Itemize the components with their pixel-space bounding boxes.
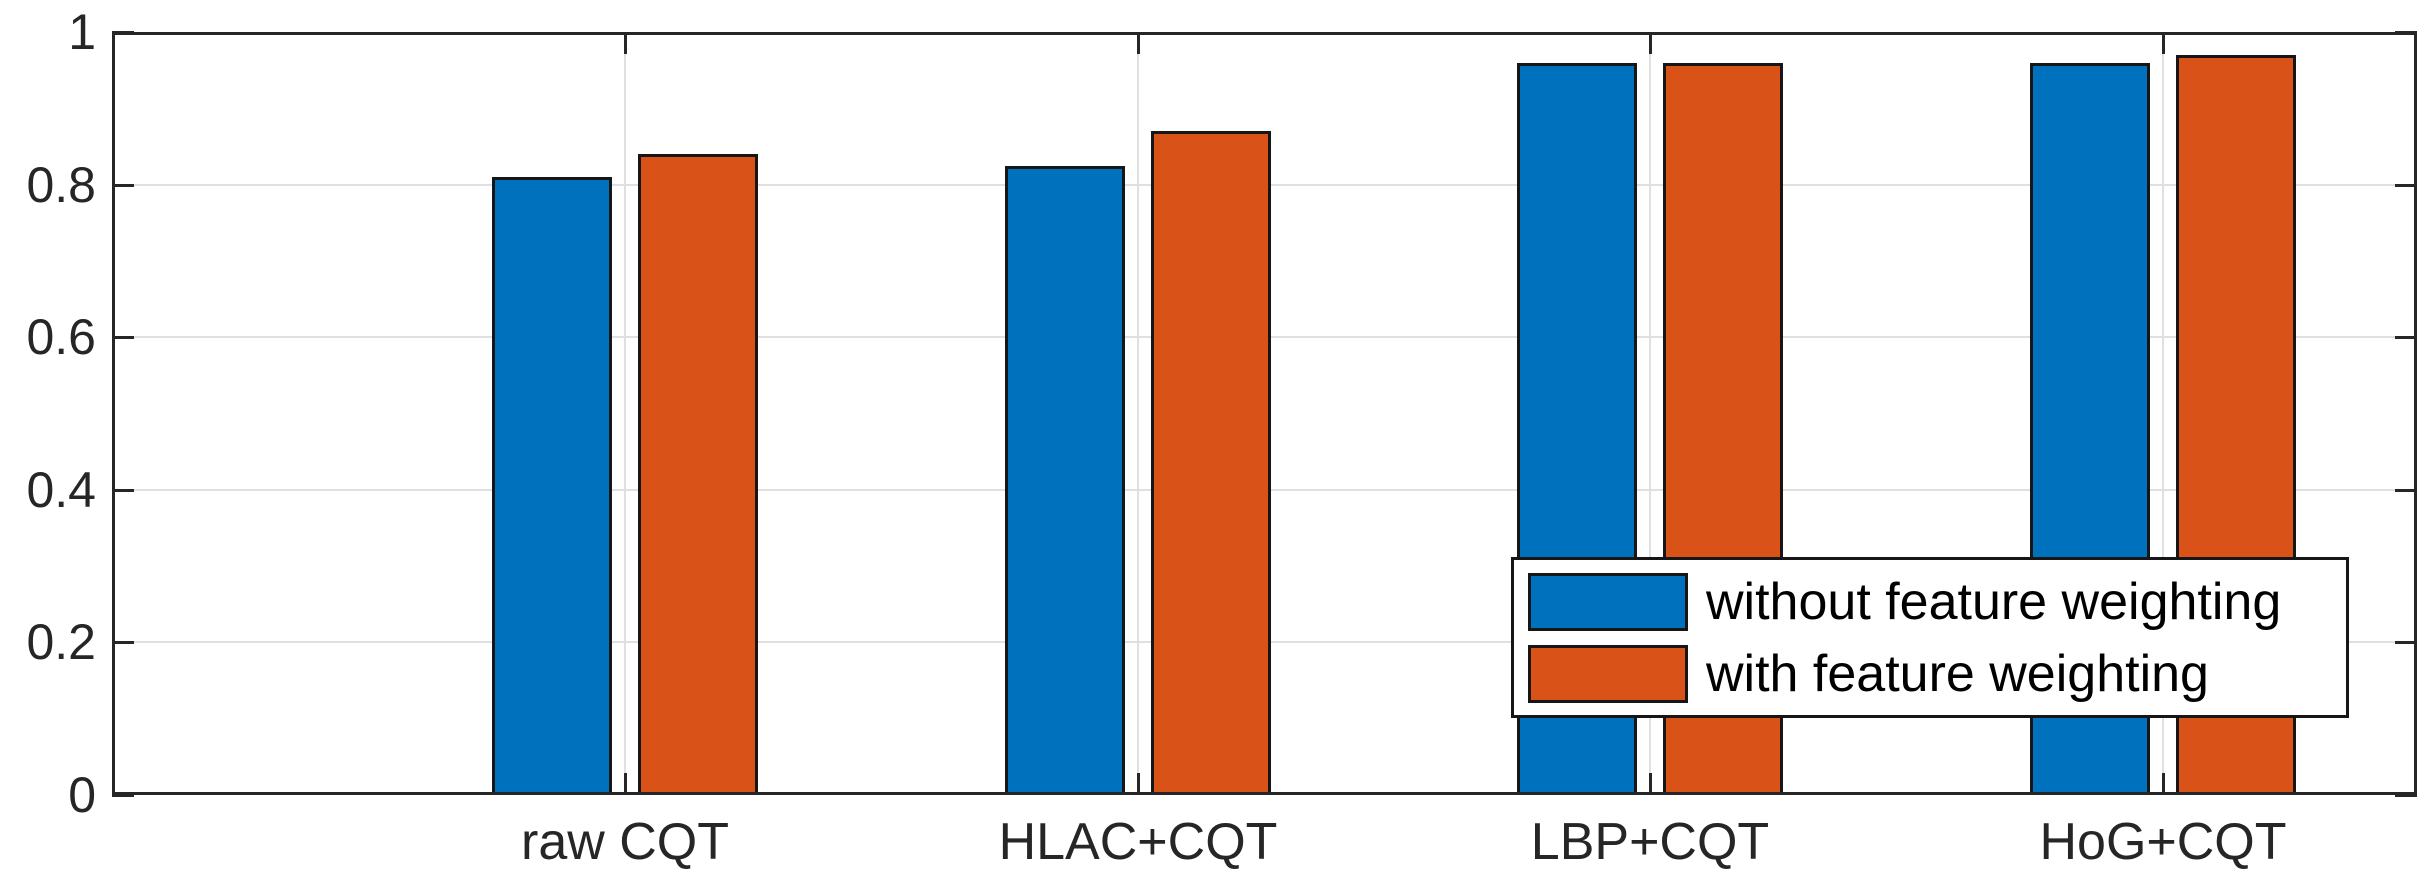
legend-swatch-with-weighting xyxy=(1528,644,1688,703)
y-tick-right xyxy=(2395,184,2417,187)
gridline-vertical xyxy=(2162,32,2164,795)
legend: without feature weighting with feature we… xyxy=(1511,557,2349,718)
x-tick-bottom xyxy=(624,773,627,795)
bar-without-weighting-hlac-cqt xyxy=(1005,166,1125,795)
bar-with-weighting-raw-cqt xyxy=(638,154,758,795)
x-tick-top xyxy=(1137,32,1140,54)
y-axis-tick-label: 0.2 xyxy=(26,614,96,670)
y-tick-right xyxy=(2395,794,2417,797)
y-axis-tick-label: 0.4 xyxy=(26,462,96,518)
y-tick-right xyxy=(2395,336,2417,339)
y-tick-left xyxy=(112,336,134,339)
gridline-vertical xyxy=(1137,32,1139,795)
x-tick-top xyxy=(624,32,627,54)
y-tick-left xyxy=(112,31,134,34)
y-tick-left xyxy=(112,489,134,492)
y-tick-right xyxy=(2395,489,2417,492)
x-axis-category-label: LBP+CQT xyxy=(1530,813,1770,871)
legend-swatch-without-weighting xyxy=(1528,572,1688,631)
x-axis-category-label: raw CQT xyxy=(521,813,729,871)
x-tick-bottom xyxy=(1649,773,1652,795)
bar-without-weighting-raw-cqt xyxy=(492,177,612,795)
y-axis-tick-label: 0.8 xyxy=(26,157,96,213)
y-tick-right xyxy=(2395,641,2417,644)
gridline-vertical xyxy=(624,32,626,795)
legend-label: with feature weighting xyxy=(1706,644,2209,703)
legend-entry: without feature weighting xyxy=(1528,572,2346,631)
bar-with-weighting-hlac-cqt xyxy=(1151,131,1271,795)
x-tick-top xyxy=(1649,32,1652,54)
gridline-vertical xyxy=(1649,32,1651,795)
x-tick-bottom xyxy=(1137,773,1140,795)
y-tick-left xyxy=(112,794,134,797)
x-axis-category-label: HLAC+CQT xyxy=(998,813,1278,871)
x-axis-category-label: HoG+CQT xyxy=(2039,813,2287,871)
x-tick-bottom xyxy=(2162,773,2165,795)
legend-entry: with feature weighting xyxy=(1528,644,2346,703)
y-tick-right xyxy=(2395,31,2417,34)
y-tick-left xyxy=(112,641,134,644)
y-axis-tick-label: 0 xyxy=(68,767,96,823)
y-axis-tick-label: 1 xyxy=(68,4,96,60)
x-tick-top xyxy=(2162,32,2165,54)
legend-label: without feature weighting xyxy=(1706,572,2282,631)
y-tick-left xyxy=(112,184,134,187)
y-axis-tick-label: 0.6 xyxy=(26,309,96,365)
